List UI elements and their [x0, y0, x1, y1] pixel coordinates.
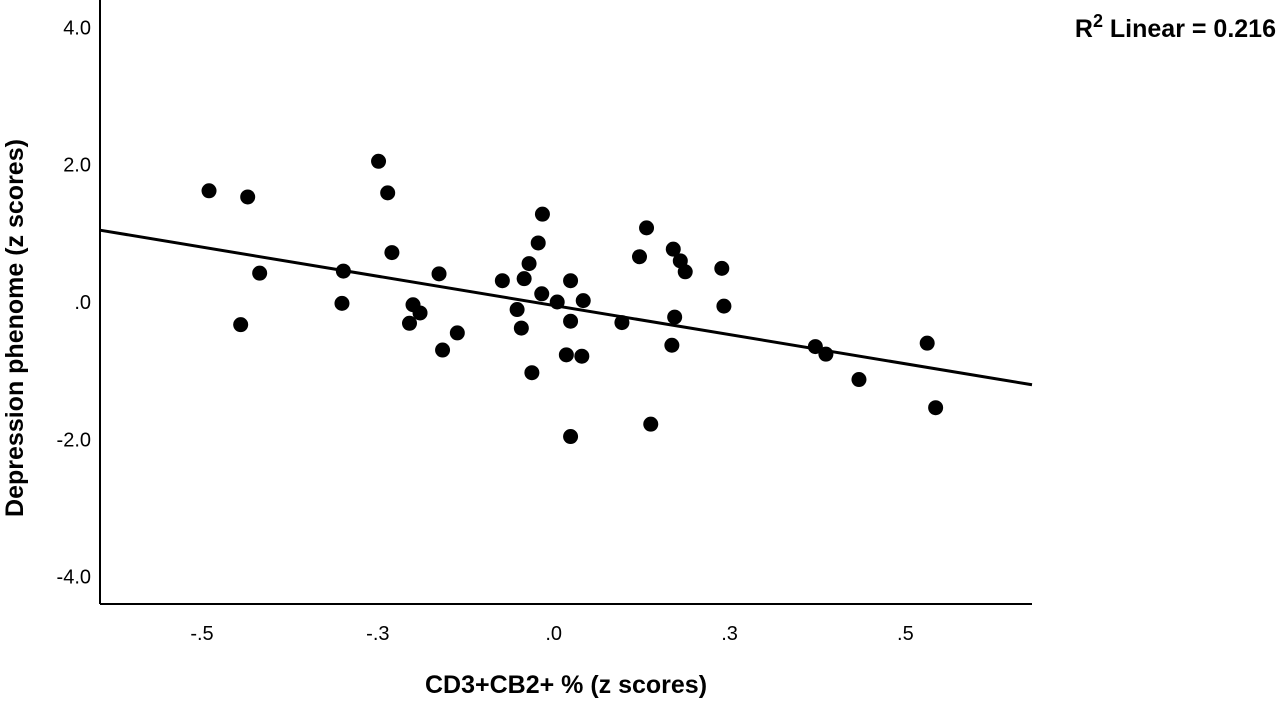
data-point: [614, 315, 630, 331]
data-point: [371, 153, 387, 169]
x-tick-label: .0: [545, 623, 562, 645]
y-tick-label: 2.0: [63, 155, 91, 177]
data-point: [252, 265, 268, 281]
data-point: [575, 293, 591, 309]
points-group: [201, 153, 944, 445]
data-point: [643, 416, 659, 432]
x-tick-label: -.3: [366, 623, 389, 645]
fit-line-group: [99, 228, 1033, 387]
data-point: [335, 263, 351, 279]
y-tick-label: -4.0: [57, 567, 91, 589]
data-point: [558, 347, 574, 363]
data-point: [412, 305, 428, 321]
r-superscript: 2: [1093, 11, 1103, 31]
data-point: [574, 348, 590, 364]
y-ticks-group: 4.0 2.0 .0 -2.0 -4.0: [57, 17, 91, 588]
x-ticks-group: -.5 -.3 .0 .3 .5: [190, 623, 913, 645]
data-point: [240, 189, 256, 205]
data-point: [818, 346, 834, 362]
data-point: [431, 266, 447, 282]
y-tick-label: .0: [74, 292, 91, 314]
data-point: [401, 315, 417, 331]
r-squared-text: Linear = 0.216: [1103, 15, 1276, 43]
data-point: [807, 339, 823, 355]
data-point: [716, 298, 732, 314]
data-point: [521, 256, 537, 272]
axes-group: [99, 0, 1032, 605]
x-tick-label: .3: [721, 623, 738, 645]
data-point: [534, 286, 550, 302]
y-axis-title: Depression phenome (z scores): [1, 139, 29, 517]
data-point: [380, 185, 396, 201]
data-point: [549, 294, 565, 310]
r-squared-annotation: R2 Linear = 0.216: [1075, 11, 1276, 43]
x-tick-label: -.5: [190, 623, 213, 645]
data-point: [384, 245, 400, 261]
x-tick-label: .5: [897, 623, 914, 645]
data-point: [665, 241, 681, 257]
data-point: [667, 309, 683, 325]
data-point: [714, 260, 730, 276]
x-axis-title: CD3+CB2+ % (z scores): [425, 671, 707, 699]
data-point: [563, 273, 579, 289]
data-point: [494, 273, 510, 289]
data-point: [449, 325, 465, 341]
data-point: [677, 264, 693, 280]
y-tick-label: -2.0: [57, 429, 91, 451]
data-point: [928, 400, 944, 416]
y-tick-label: 4.0: [63, 17, 91, 39]
data-point: [534, 206, 550, 222]
data-point: [524, 365, 540, 381]
data-point: [516, 271, 532, 287]
data-point: [334, 295, 350, 311]
data-point: [851, 372, 867, 388]
r-label: R: [1075, 15, 1093, 43]
data-point: [509, 302, 525, 318]
data-point: [563, 313, 579, 329]
data-point: [233, 317, 249, 333]
regression-line: [99, 228, 1033, 387]
data-point: [919, 335, 935, 351]
data-point: [201, 183, 217, 199]
data-point: [632, 249, 648, 265]
data-point: [435, 342, 451, 358]
data-point: [513, 320, 529, 336]
data-point: [664, 337, 680, 353]
data-point: [563, 429, 579, 445]
data-point: [530, 235, 546, 251]
data-point: [639, 220, 655, 236]
